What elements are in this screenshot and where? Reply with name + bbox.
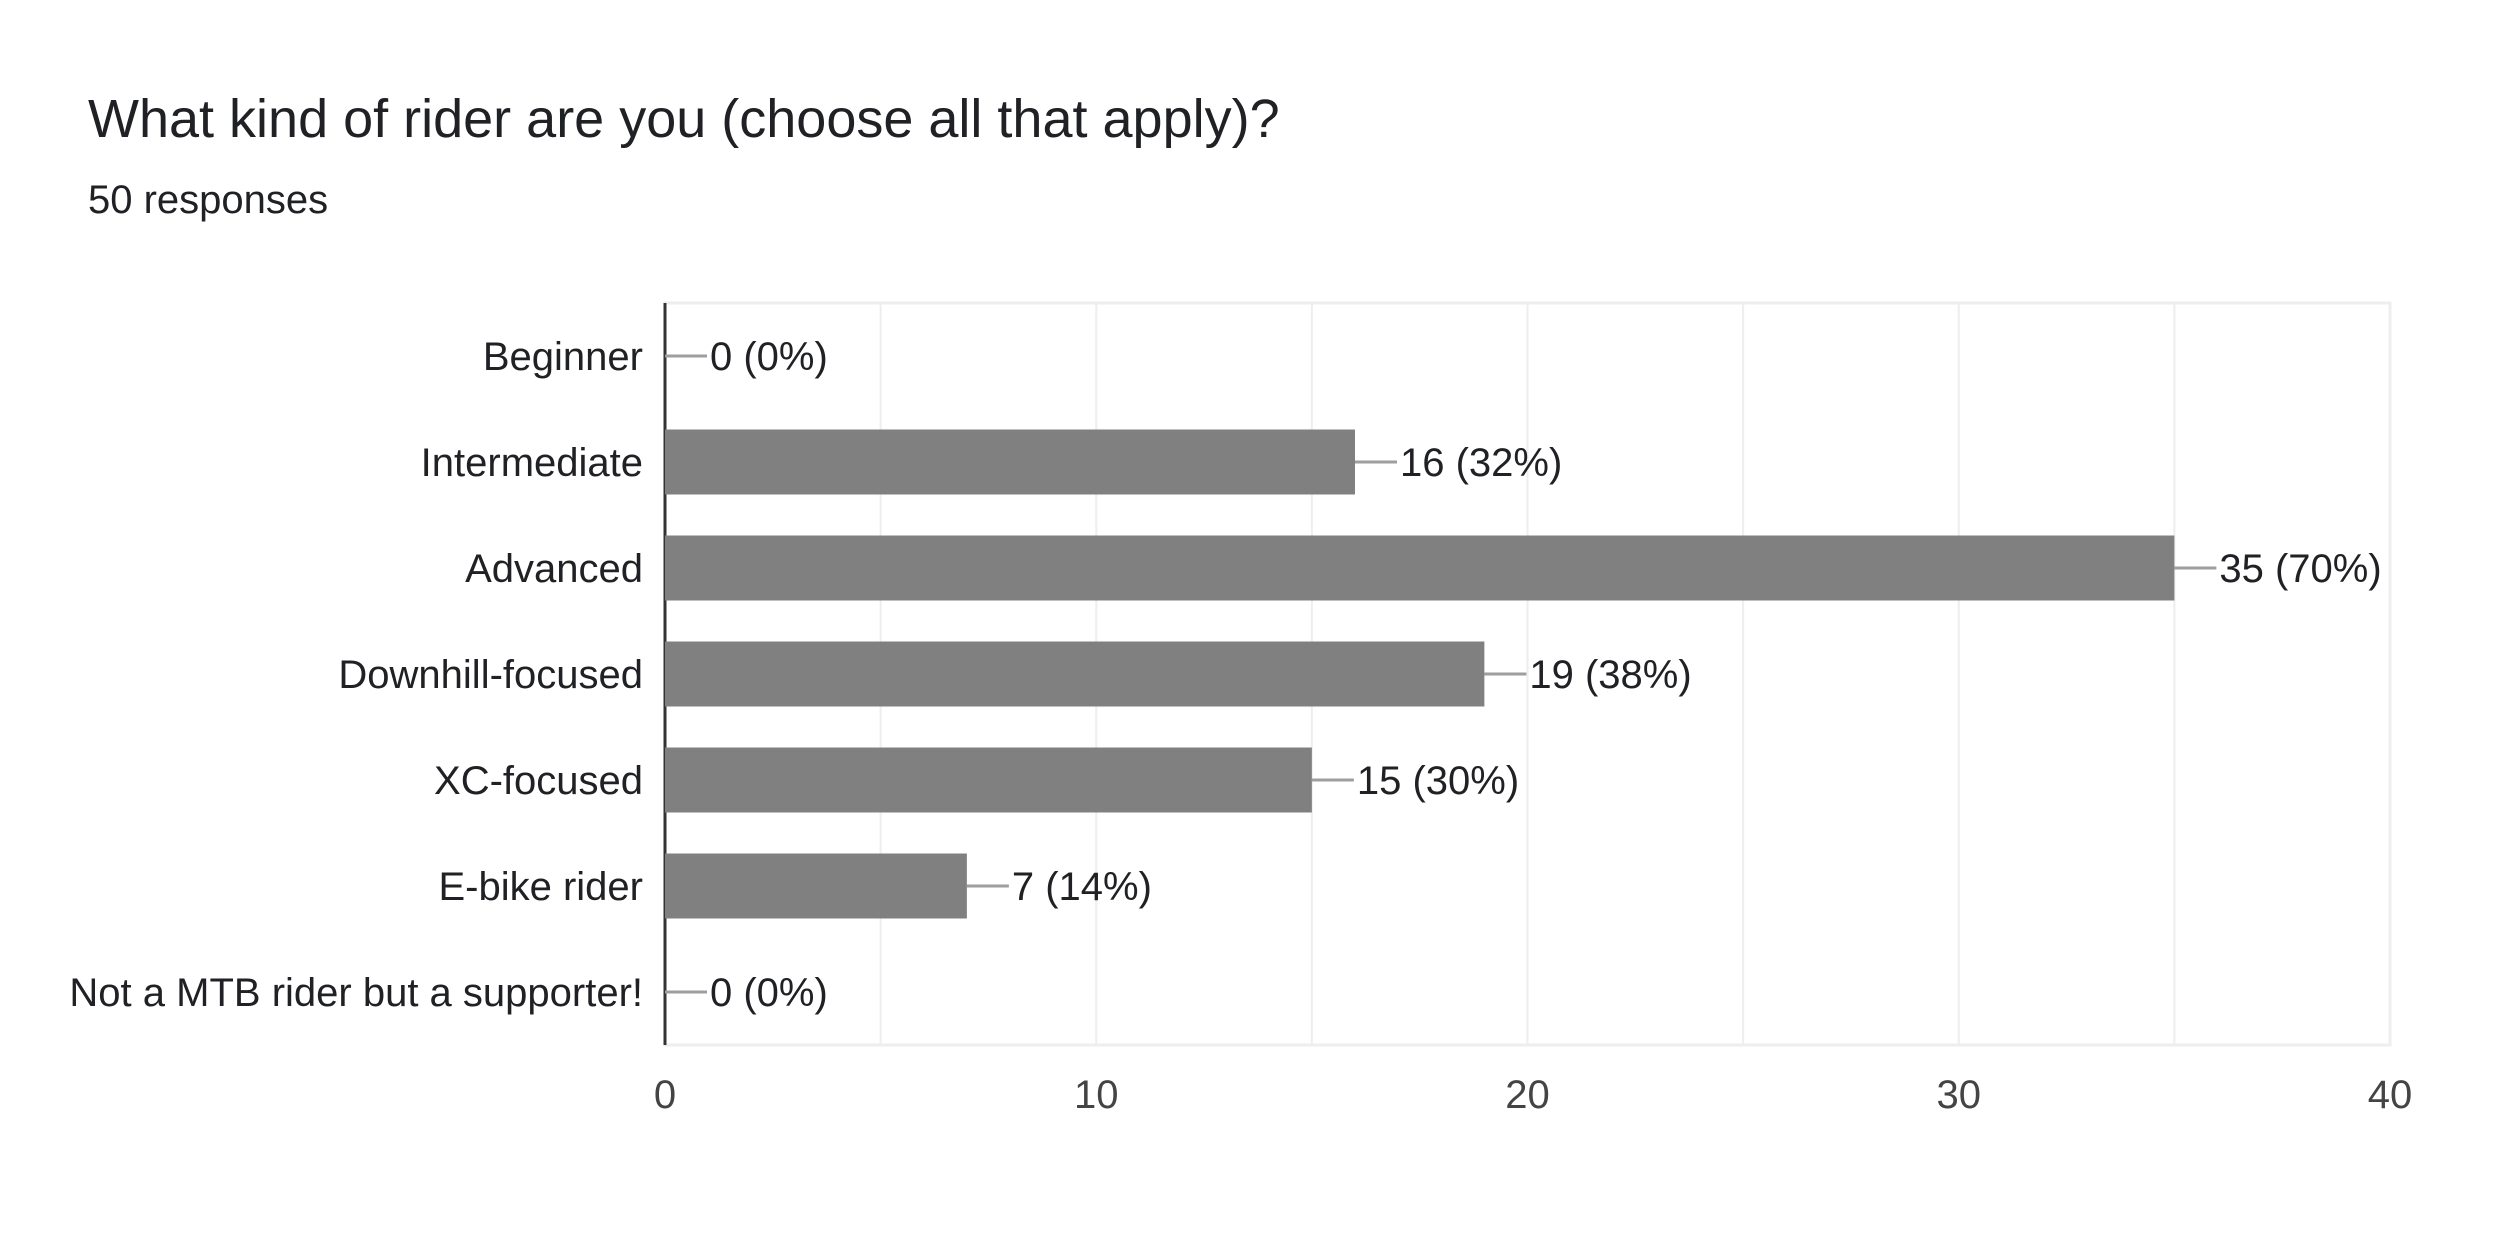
category-label: Not a MTB rider but a supporter! — [69, 971, 643, 1015]
data-label: 0 (0%) — [710, 971, 828, 1015]
data-label: 16 (32%) — [1400, 441, 1562, 485]
data-label: 35 (70%) — [2219, 547, 2381, 591]
x-tick-labels: 0 10 20 30 40 — [654, 1073, 2412, 1117]
response-count: 50 responses — [88, 178, 329, 222]
data-labels: 0 (0%) 16 (32%) 35 (70%) 19 (38%) 15 (30%) 7 … — [665, 335, 2382, 1015]
x-tick-label: 30 — [1937, 1073, 1982, 1117]
chart-title: What kind of rider are you (choose all t… — [88, 89, 1280, 149]
x-tick-label: 0 — [654, 1073, 676, 1117]
category-label: XC-focused — [434, 759, 643, 803]
bar — [665, 429, 1355, 495]
data-label: 7 (14%) — [1012, 865, 1152, 909]
category-label: Downhill-focused — [338, 653, 643, 697]
bar — [665, 535, 2175, 601]
bar — [665, 641, 1485, 707]
category-labels: Beginner Intermediate Advanced Downhill-foc… — [69, 335, 643, 1015]
bars — [665, 429, 2175, 919]
category-label: Beginner — [483, 335, 643, 379]
x-tick-label: 20 — [1505, 1073, 1550, 1117]
category-label: Advanced — [465, 547, 643, 591]
category-label: E-bike rider — [438, 865, 643, 909]
bar — [665, 853, 967, 919]
bar — [665, 747, 1312, 813]
x-tick-label: 40 — [2368, 1073, 2413, 1117]
data-label: 0 (0%) — [710, 335, 828, 379]
x-tick-label: 10 — [1074, 1073, 1119, 1117]
category-label: Intermediate — [421, 441, 643, 485]
data-label: 15 (30%) — [1357, 759, 1519, 803]
data-label: 19 (38%) — [1529, 653, 1691, 697]
